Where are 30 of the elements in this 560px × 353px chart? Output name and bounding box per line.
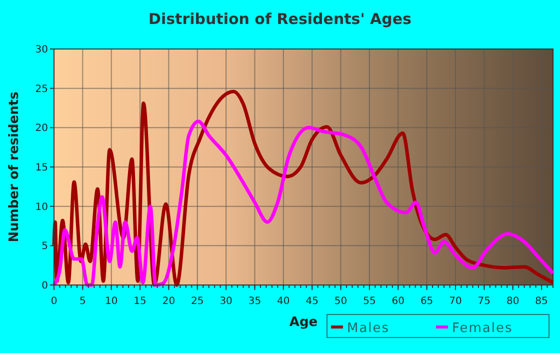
x-tick-label: 65 bbox=[420, 296, 434, 307]
y-tick-label: 5 bbox=[42, 241, 48, 252]
x-tick-label: 20 bbox=[162, 296, 176, 307]
x-axis-title: Age bbox=[289, 315, 318, 330]
y-tick-label: 30 bbox=[35, 44, 48, 56]
chart-title: Distribution of Residents' Ages bbox=[148, 10, 412, 28]
x-tick-label: 85 bbox=[535, 296, 548, 307]
x-tick-label: 40 bbox=[277, 296, 290, 307]
legend-label: Females bbox=[452, 321, 513, 336]
x-tick-label: 35 bbox=[248, 296, 262, 307]
y-axis-title: Number of residents bbox=[7, 91, 22, 242]
y-tick-label: 15 bbox=[35, 162, 48, 174]
x-tick-label: 80 bbox=[506, 296, 520, 307]
y-tick-label: 10 bbox=[35, 202, 48, 213]
x-tick-label: 50 bbox=[334, 296, 348, 307]
x-tick-label: 55 bbox=[363, 296, 376, 307]
x-tick-label: 70 bbox=[449, 296, 462, 307]
x-tick-label: 45 bbox=[306, 296, 318, 307]
x-tick-label: 25 bbox=[191, 296, 204, 307]
x-tick-label: 5 bbox=[79, 296, 86, 307]
x-tick-label: 0 bbox=[50, 296, 58, 307]
y-tick-label: 25 bbox=[35, 84, 48, 95]
x-tick-label: 10 bbox=[104, 296, 118, 307]
y-tick-label: 0 bbox=[42, 280, 48, 292]
y-tick-label: 20 bbox=[35, 123, 48, 134]
x-tick-label: 75 bbox=[478, 296, 491, 307]
x-tick-label: 15 bbox=[134, 296, 146, 307]
x-tick-label: 30 bbox=[220, 296, 232, 307]
legend-label: Males bbox=[347, 321, 390, 336]
x-tick-label: 60 bbox=[392, 296, 405, 307]
